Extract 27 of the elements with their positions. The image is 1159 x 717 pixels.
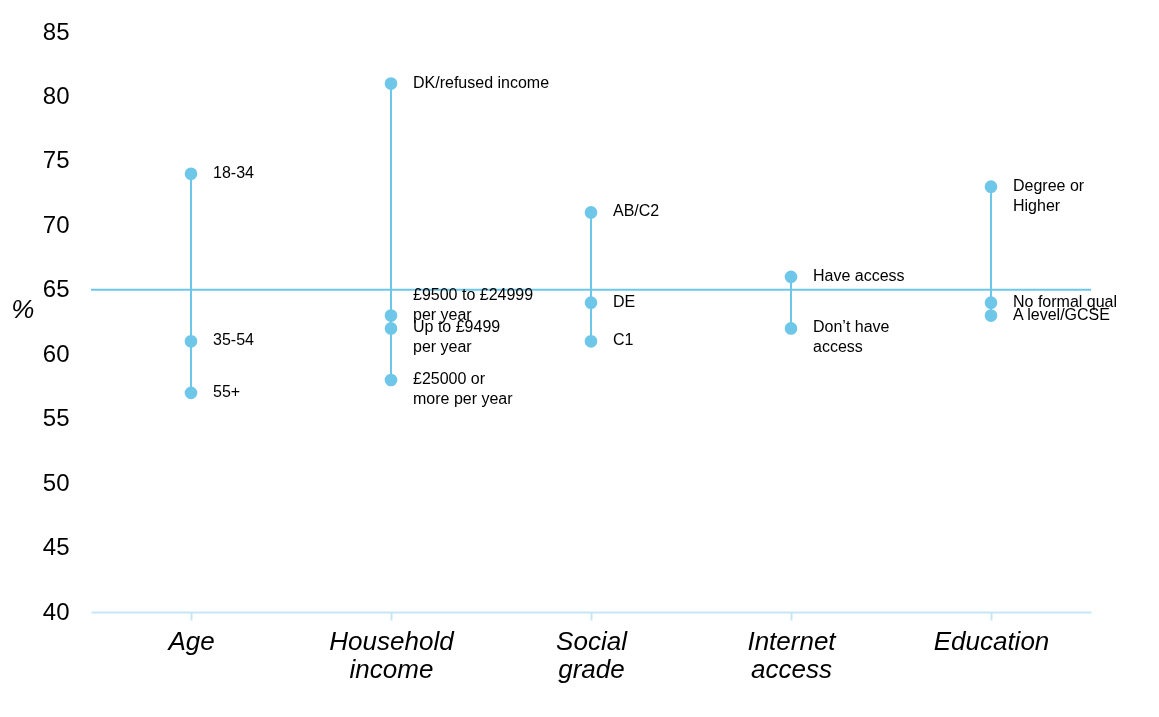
y-tick-label: 65 [42, 275, 70, 303]
annotation: 55+ [213, 382, 241, 400]
y-tick-label: 60 [42, 339, 70, 367]
y-tick-label: 55 [42, 404, 70, 432]
y-tick-label: 50 [42, 468, 70, 496]
x-tick-label: Social grade [556, 625, 629, 684]
y-tick-label: 80 [42, 81, 70, 109]
x-tick-label: Household income [329, 625, 456, 684]
annotation: DE [613, 292, 636, 310]
annotation: C1 [613, 331, 634, 349]
y-tick-label: 70 [42, 210, 70, 238]
annotation: £25000 or more per year [413, 370, 514, 407]
annotation: AB/C2 [613, 202, 660, 220]
y-axis-title: % [11, 293, 35, 324]
x-tick-label: Education [933, 625, 1050, 656]
y-tick-label: 40 [42, 597, 70, 625]
annotation: Don’t have access [813, 318, 890, 356]
y-tick-label: 45 [42, 533, 70, 561]
annotation: 35-54 [213, 331, 255, 349]
annotation: Have access [813, 266, 905, 284]
annotation: Degree or Higher [1013, 176, 1085, 214]
y-tick-label: 85 [42, 17, 70, 45]
x-tick-label: Internet access [747, 625, 838, 684]
annotation: 18-34 [213, 163, 255, 181]
x-tick-label: Age [166, 625, 215, 656]
annotation: DK/refused income [413, 73, 550, 91]
y-tick-label: 75 [42, 146, 70, 174]
